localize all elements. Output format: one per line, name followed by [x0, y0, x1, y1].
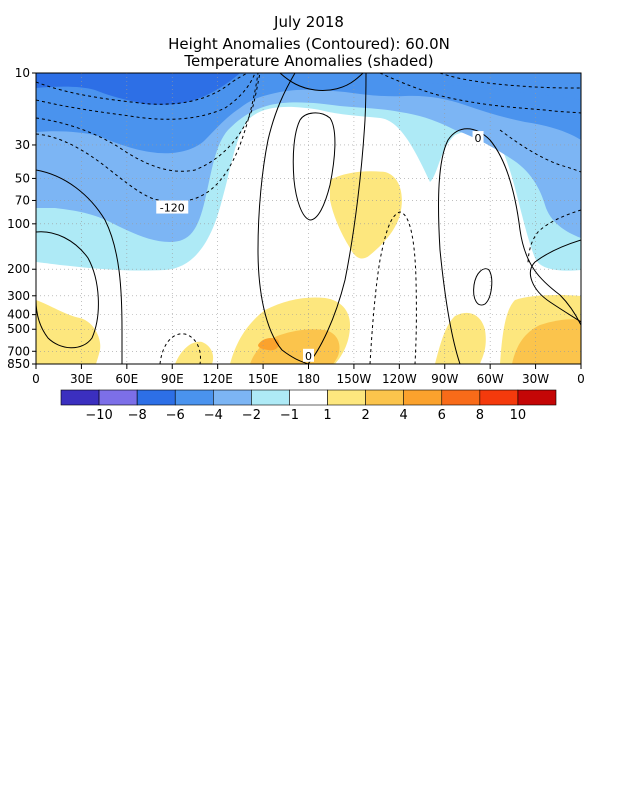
contour-solid-top — [279, 73, 364, 91]
x-tick-label: 120E — [202, 372, 233, 386]
shade-pos1-right-a — [435, 312, 486, 364]
shade-pos2-center-low — [250, 329, 340, 364]
y-tick-label: 300 — [7, 289, 30, 303]
x-tick-label: 180 — [297, 372, 320, 386]
x-tick-label: 150W — [337, 372, 372, 386]
contour-label-background — [156, 200, 189, 214]
colorbar-label: 1 — [323, 408, 331, 423]
contour-solid-right-2 — [530, 239, 581, 323]
colorbar-swatch — [365, 389, 404, 406]
contour-solid-loop-right — [473, 268, 493, 306]
contour-dashed-upper-right — [379, 73, 581, 114]
shade-neg4-right — [380, 73, 581, 100]
colorbar-label: −10 — [85, 408, 112, 423]
colorbar-swatch — [327, 389, 366, 406]
colorbar: −10 −8 −6 −4 −2 −1 1 2 4 6 8 10 — [60, 389, 557, 423]
colorbar-label: 10 — [510, 408, 527, 423]
contour-dashed-1 — [36, 73, 249, 105]
contour-dashed-center-right — [369, 211, 417, 364]
colorbar-label: −6 — [166, 408, 185, 423]
y-tick-label: 10 — [15, 66, 30, 80]
y-tick-label: 70 — [15, 193, 30, 207]
contour-dashed-upper-right-3 — [499, 129, 581, 173]
x-tick-label: 0 — [32, 372, 40, 386]
contour-label-background — [472, 131, 484, 145]
shade-pos1-left-small — [175, 341, 214, 364]
shade-pos2-right — [512, 319, 581, 364]
colorbar-label: 2 — [361, 408, 369, 423]
contour-solid-center-left — [257, 73, 309, 364]
y-tick-label: 50 — [15, 171, 30, 185]
y-tick-label: 500 — [7, 322, 30, 336]
contour-solid-loop — [292, 112, 336, 221]
x-tick-label: 90W — [431, 372, 458, 386]
contour-labels: 0 -120 0 — [156, 131, 484, 363]
contour-dashed-small-left — [159, 333, 201, 364]
contour-solid-left-1 — [36, 169, 123, 364]
x-tick-label: 120W — [382, 372, 417, 386]
x-tick-label: 30E — [70, 372, 93, 386]
y-tick-label: 850 — [7, 357, 30, 371]
height-contours — [36, 73, 581, 364]
colorbar-swatch — [441, 389, 481, 406]
colorbar-swatch — [98, 389, 138, 406]
colorbar-label: −8 — [128, 408, 147, 423]
contour-solid-left-2 — [36, 231, 99, 349]
colorbar-label: −2 — [242, 408, 261, 423]
y-tick-label: 200 — [7, 262, 30, 276]
colorbar-swatch — [136, 389, 176, 406]
colorbar-swatch — [251, 389, 290, 406]
colorbar-swatch — [174, 389, 214, 406]
colorbar-swatch — [213, 389, 252, 406]
x-tick-label: 60E — [115, 372, 138, 386]
shade-neg6-band — [36, 73, 240, 105]
x-axis: 0 30E 60E 90E 120E 150E 180 150W 120W 90W 60W 30W 0 — [32, 364, 585, 386]
contour-solid-right-1 — [438, 128, 581, 364]
x-tick-label: 150E — [248, 372, 279, 386]
contour-dashed-right-mid — [527, 209, 581, 266]
contour-label: 0 — [305, 350, 312, 363]
contour-label-background — [303, 348, 314, 362]
contour-dashed-3 — [36, 73, 261, 172]
contour-label: 0 — [475, 132, 482, 145]
y-tick-label: 30 — [15, 138, 30, 152]
plot-area: 0 -120 0 — [36, 73, 581, 364]
x-tick-label: 90E — [161, 372, 184, 386]
y-tick-label: 100 — [7, 217, 30, 231]
x-tick-label: 60W — [477, 372, 504, 386]
colorbar-label: −1 — [280, 408, 299, 423]
chart-subtitle-temperature: Temperature Anomalies (shaded) — [183, 52, 433, 70]
colorbar-label: 6 — [438, 408, 446, 423]
shade-pos1-lowerleft — [36, 300, 101, 364]
x-tick-label: 30W — [522, 372, 549, 386]
colorbar-label: −4 — [204, 408, 223, 423]
y-tick-label: 700 — [7, 344, 30, 358]
shade-pos1-upper-center — [330, 171, 402, 259]
colorbar-swatch — [517, 389, 557, 406]
contour-label: -120 — [160, 202, 185, 215]
colorbar-label: 8 — [476, 408, 484, 423]
y-tick-label: 400 — [7, 308, 30, 322]
x-tick-label: 0 — [577, 372, 585, 386]
colorbar-swatch — [479, 389, 519, 406]
colorbar-swatch — [403, 389, 443, 406]
contour-dashed-upper-right-2 — [439, 73, 581, 89]
contour-dashed-4b — [189, 73, 259, 201]
contour-dashed-4 — [36, 133, 161, 201]
colorbar-swatch — [289, 389, 328, 406]
chart-title: July 2018 — [273, 13, 344, 31]
colorbar-label: 4 — [400, 408, 408, 423]
contour-solid-center — [307, 73, 367, 364]
chart-subtitle-height: Height Anomalies (Contoured): 60.0N — [168, 35, 450, 53]
colorbar-swatch — [60, 389, 100, 406]
